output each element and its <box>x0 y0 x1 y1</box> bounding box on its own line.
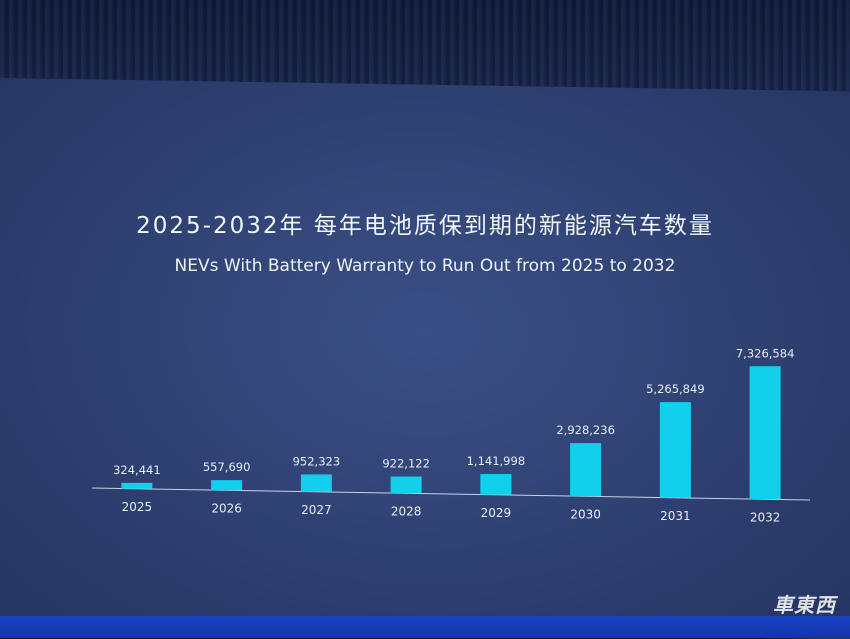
value-label-2028: 922,122 <box>382 457 430 471</box>
value-label-2029: 1,141,998 <box>467 454 526 468</box>
category-label-2027: 2027 <box>301 503 332 517</box>
bar-2025 <box>121 482 153 489</box>
bar-2028 <box>390 476 422 494</box>
category-label-2028: 2028 <box>391 504 422 518</box>
chart-title: 2025-2032年 每年电池质保到期的新能源汽车数量 <box>136 213 714 239</box>
value-label-2027: 952,323 <box>293 454 341 468</box>
category-label-2025: 2025 <box>122 500 153 514</box>
bar-2032 <box>749 366 781 500</box>
category-label-2026: 2026 <box>211 501 242 515</box>
category-label-2031: 2031 <box>660 509 691 523</box>
bar-2031 <box>659 402 691 498</box>
category-label-2030: 2030 <box>570 507 601 521</box>
category-label-2029: 2029 <box>481 506 512 520</box>
value-label-2026: 557,690 <box>203 460 251 474</box>
bar-2029 <box>480 474 512 495</box>
bar-2030 <box>570 443 602 497</box>
category-label-2032: 2032 <box>750 510 781 524</box>
x-axis-line <box>91 487 811 501</box>
stage-floor <box>0 616 850 638</box>
background-curtain <box>0 0 850 95</box>
bars-group: 324,441 2025 557,690 2026 952,323 2027 922,122… <box>113 346 794 524</box>
value-label-2032: 7,326,584 <box>736 346 795 360</box>
value-label-2030: 2,928,236 <box>556 423 615 437</box>
value-label-2025: 324,441 <box>113 463 161 477</box>
watermark-logo: 車東西 <box>773 593 836 617</box>
value-label-2031: 5,265,849 <box>646 382 705 396</box>
chart-subtitle: NEVs With Battery Warranty to Run Out fr… <box>174 256 676 276</box>
bar-2026 <box>211 480 243 491</box>
bar-2027 <box>300 474 332 492</box>
